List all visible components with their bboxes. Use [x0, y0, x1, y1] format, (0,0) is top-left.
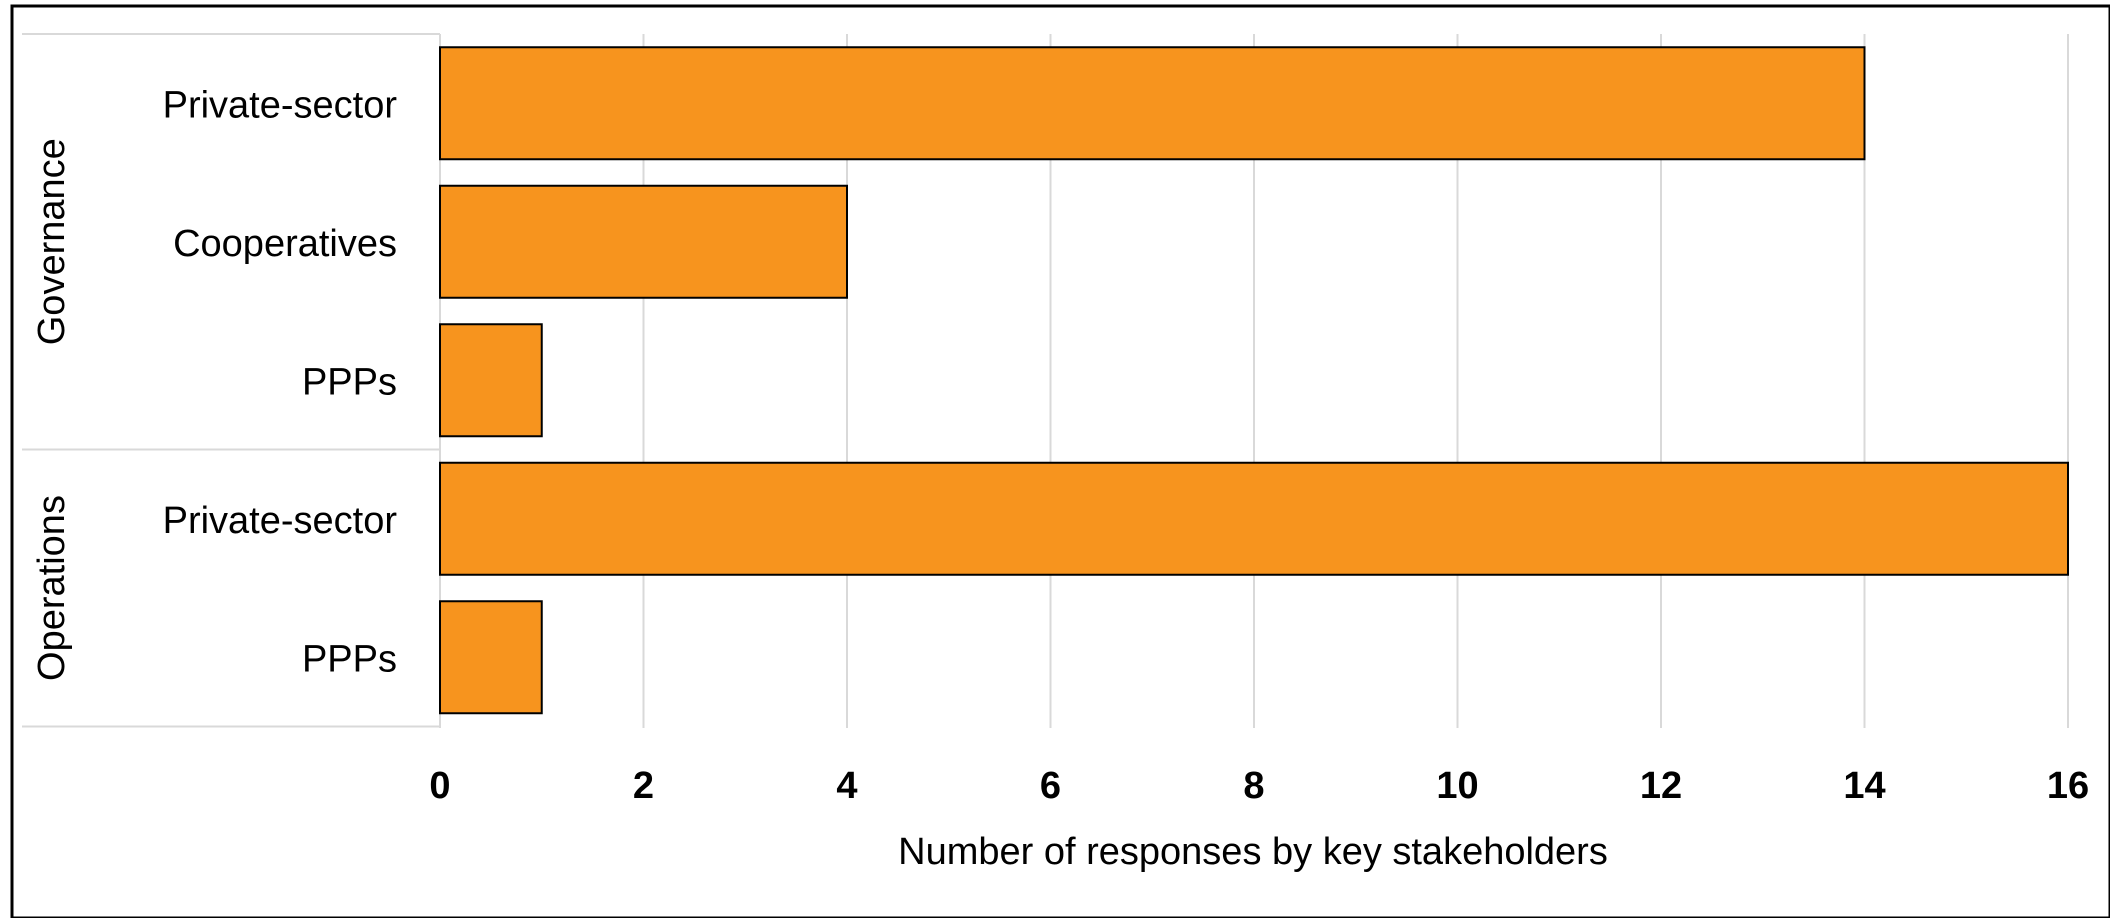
x-tick-label: 12 — [1640, 765, 1682, 807]
x-tick-label: 4 — [836, 765, 857, 807]
x-axis-title: Number of responses by key stakeholders — [898, 831, 1608, 873]
category-label: PPPs — [302, 638, 397, 680]
category-label: Private-sector — [163, 84, 398, 126]
bar — [439, 46, 1866, 161]
bars — [439, 46, 2069, 715]
x-tick-labels: 0 2 4 6 8 10 12 14 16 — [429, 765, 2089, 807]
group-label: Governance — [31, 138, 73, 345]
category-labels: Private-sector Cooperatives PPPs Private-se… — [163, 84, 398, 680]
category-label: PPPs — [302, 361, 397, 403]
bar — [439, 323, 543, 438]
x-tick-label: 14 — [1843, 765, 1885, 807]
category-label: Private-sector — [163, 500, 398, 542]
category-label: Cooperatives — [173, 223, 397, 265]
group-labels: Governance Operations — [31, 138, 73, 681]
bar — [439, 600, 543, 715]
x-tick-label: 10 — [1436, 765, 1478, 807]
x-tick-label: 6 — [1040, 765, 1061, 807]
x-tick-label: 2 — [633, 765, 654, 807]
x-tick-label: 8 — [1243, 765, 1264, 807]
bar — [439, 184, 848, 299]
x-tick-label: 0 — [429, 765, 450, 807]
x-tick-label: 16 — [2047, 765, 2089, 807]
bar — [439, 461, 2069, 576]
group-label: Operations — [31, 495, 73, 681]
